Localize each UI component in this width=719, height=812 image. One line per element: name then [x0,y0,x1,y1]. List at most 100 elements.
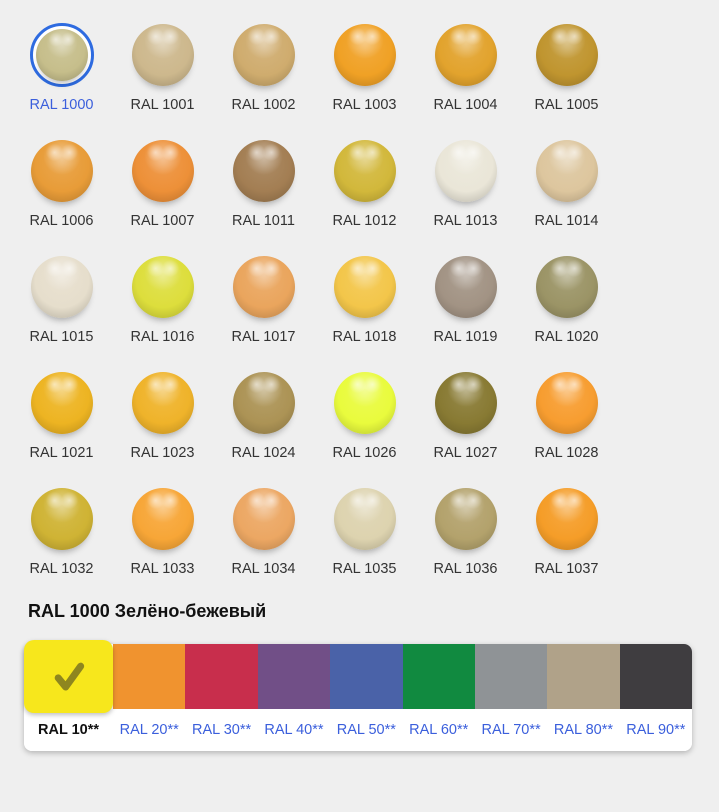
ral-color-item[interactable]: RAL 1034 [213,466,314,582]
ral-color-item[interactable]: RAL 1016 [112,234,213,350]
ral-color-item[interactable]: RAL 1014 [516,118,617,234]
ral-color-label[interactable]: RAL 1002 [231,97,296,113]
group-swatch[interactable] [547,644,620,709]
ral-color-label[interactable]: RAL 1026 [332,445,397,461]
ral-color-label[interactable]: RAL 1019 [433,329,498,345]
color-sphere[interactable] [131,24,194,86]
ral-color-label[interactable]: RAL 1020 [534,329,599,345]
group-swatch[interactable] [474,644,548,709]
ral-color-label[interactable]: RAL 1012 [332,213,397,229]
ral-color-item[interactable]: RAL 1001 [112,2,213,118]
color-sphere[interactable] [333,488,396,550]
group-swatch[interactable] [185,644,258,709]
ral-color-label[interactable]: RAL 1028 [534,445,599,461]
ral-color-label[interactable]: RAL 1021 [29,445,94,461]
ral-color-label[interactable]: RAL 1011 [232,213,295,229]
ral-color-label[interactable]: RAL 1000 [29,97,94,113]
color-sphere[interactable] [535,488,598,550]
group-tab-label[interactable]: RAL 60** [409,722,469,738]
color-sphere[interactable] [535,256,598,318]
group-tab-label[interactable]: RAL 20** [119,722,179,738]
color-sphere[interactable] [434,24,497,86]
ral-color-item[interactable]: RAL 1006 [11,118,112,234]
ral-color-item[interactable]: RAL 1002 [213,2,314,118]
ral-color-item[interactable]: RAL 1018 [314,234,415,350]
ral-color-item[interactable]: RAL 1021 [11,350,112,466]
ral-color-item[interactable]: RAL 1037 [516,466,617,582]
ral-color-label[interactable]: RAL 1018 [332,329,397,345]
ral-color-label[interactable]: RAL 1003 [332,97,397,113]
group-swatch[interactable] [24,640,113,713]
color-sphere[interactable] [30,372,93,434]
ral-color-label[interactable]: RAL 1013 [433,213,498,229]
color-sphere[interactable] [30,488,93,550]
ral-color-item[interactable]: RAL 1026 [314,350,415,466]
ral-color-label[interactable]: RAL 1033 [130,561,195,577]
color-sphere[interactable] [232,256,295,318]
color-sphere[interactable] [535,372,598,434]
ral-color-label[interactable]: RAL 1027 [433,445,498,461]
group-swatch[interactable] [619,644,692,709]
ral-color-label[interactable]: RAL 1024 [231,445,296,461]
ral-color-item[interactable]: RAL 1004 [415,2,516,118]
color-sphere[interactable] [131,372,194,434]
ral-color-item[interactable]: RAL 1019 [415,234,516,350]
ral-color-label[interactable]: RAL 1023 [130,445,195,461]
ral-color-item[interactable]: RAL 1013 [415,118,516,234]
color-sphere[interactable] [434,140,497,202]
ral-color-item[interactable]: RAL 1012 [314,118,415,234]
color-sphere[interactable] [232,24,295,86]
ral-color-item[interactable]: RAL 1032 [11,466,112,582]
ral-color-item[interactable]: RAL 1017 [213,234,314,350]
ral-color-label[interactable]: RAL 1014 [534,213,599,229]
color-sphere[interactable] [434,488,497,550]
group-tab-label[interactable]: RAL 50** [336,722,396,738]
ral-color-item[interactable]: RAL 1020 [516,234,617,350]
color-sphere[interactable] [232,488,295,550]
color-sphere[interactable] [535,140,598,202]
ral-color-item[interactable]: RAL 1000 [11,2,112,118]
group-tab-label[interactable]: RAL 80** [553,722,613,738]
color-sphere[interactable] [131,488,194,550]
ral-color-item[interactable]: RAL 1011 [213,118,314,234]
color-sphere[interactable] [131,256,194,318]
ral-color-item[interactable]: RAL 1007 [112,118,213,234]
ral-color-label[interactable]: RAL 1007 [130,213,195,229]
ral-color-label[interactable]: RAL 1016 [130,329,195,345]
ral-color-label[interactable]: RAL 1005 [534,97,599,113]
ral-color-label[interactable]: RAL 1017 [231,329,296,345]
ral-color-label[interactable]: RAL 1032 [29,561,94,577]
ral-color-label[interactable]: RAL 1036 [433,561,498,577]
group-tab-label[interactable]: RAL 70** [481,722,541,738]
ral-color-label[interactable]: RAL 1035 [332,561,397,577]
color-sphere[interactable] [333,256,396,318]
color-sphere[interactable] [131,140,194,202]
ral-color-item[interactable]: RAL 1036 [415,466,516,582]
color-sphere[interactable] [30,140,93,202]
group-swatch[interactable] [113,644,186,709]
color-sphere[interactable] [30,256,93,318]
ral-color-label[interactable]: RAL 1006 [29,213,94,229]
group-swatch[interactable] [402,644,475,709]
ral-color-label[interactable]: RAL 1004 [433,97,498,113]
color-sphere[interactable] [232,140,295,202]
group-tab-label[interactable]: RAL 90** [626,722,686,738]
color-sphere[interactable] [333,140,396,202]
ral-color-item[interactable]: RAL 1027 [415,350,516,466]
color-sphere[interactable] [232,372,295,434]
ral-color-item[interactable]: RAL 1028 [516,350,617,466]
color-sphere[interactable] [333,372,396,434]
color-sphere[interactable] [333,24,396,86]
ral-color-label[interactable]: RAL 1034 [231,561,296,577]
ral-color-item[interactable]: RAL 1023 [112,350,213,466]
group-tab-label[interactable]: RAL 40** [264,722,324,738]
color-sphere[interactable] [434,372,497,434]
group-tab-label[interactable]: RAL 30** [192,722,252,738]
ral-color-label[interactable]: RAL 1037 [534,561,599,577]
ral-color-item[interactable]: RAL 1035 [314,466,415,582]
ral-color-item[interactable]: RAL 1024 [213,350,314,466]
ral-color-label[interactable]: RAL 1015 [29,329,94,345]
color-sphere[interactable] [35,29,88,81]
group-swatch[interactable] [257,644,331,709]
color-sphere[interactable] [535,24,598,86]
